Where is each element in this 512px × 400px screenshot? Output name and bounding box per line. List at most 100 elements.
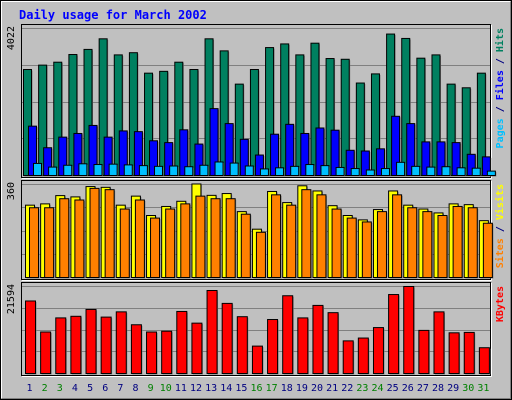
bar-hits-hits-day-12 [189, 69, 199, 176]
bar-hits-hits-day-4 [68, 54, 78, 176]
bar-hits-hits-day-27 [416, 57, 426, 176]
bar-visits-sites-day-5 [89, 187, 100, 278]
bar-hits-hits-day-7 [113, 54, 123, 176]
x-tick-label: 26 [402, 383, 414, 394]
x-tick-label: 10 [160, 383, 172, 394]
bar-hits-hits-day-2 [38, 64, 48, 176]
bar-hits-pages-day-1 [33, 162, 42, 177]
x-tick-label: 30 [462, 383, 474, 394]
bar-kbytes-kbytes-day-2 [40, 331, 52, 374]
bar-hits-hits-day-28 [431, 54, 441, 176]
bar-hits-pages-day-10 [169, 165, 179, 177]
bar-visits-sites-day-2 [44, 207, 55, 278]
bar-hits-pages-day-6 [108, 163, 118, 176]
bar-kbytes-kbytes-day-4 [70, 315, 82, 375]
panel-kbytes-legend: KBytes [495, 286, 506, 322]
bar-hits-hits-day-3 [53, 61, 63, 176]
bar-kbytes-kbytes-day-28 [433, 311, 445, 375]
x-tick-label: 18 [281, 383, 293, 394]
bar-hits-pages-day-29 [456, 167, 466, 176]
bar-kbytes-kbytes-day-20 [312, 304, 324, 375]
bar-kbytes-kbytes-day-23 [357, 337, 369, 375]
bar-hits-files-day-6 [103, 136, 113, 176]
x-tick-label: 3 [57, 383, 63, 394]
bar-hits-hits-day-29 [446, 83, 456, 176]
bar-visits-sites-day-22 [346, 217, 357, 278]
bar-hits-pages-day-5 [93, 164, 103, 177]
bar-hits-hits-day-5 [83, 48, 93, 177]
bar-hits-pages-day-27 [426, 166, 436, 176]
x-tick-label: 19 [296, 383, 308, 394]
bar-hits-files-day-12 [194, 143, 204, 176]
bar-hits-files-day-30 [466, 153, 476, 176]
bar-visits-sites-day-8 [134, 199, 145, 278]
panel-kbytes-ymax-label: 21594 [6, 284, 17, 314]
x-tick-label: 2 [42, 383, 48, 394]
bar-hits-files-day-19 [300, 132, 310, 176]
x-tick-label: 6 [102, 383, 108, 394]
bar-visits-sites-day-11 [180, 203, 191, 278]
bar-hits-pages-day-15 [244, 165, 254, 177]
bar-hits-files-day-10 [164, 142, 174, 176]
bar-hits-hits-day-31 [476, 72, 486, 176]
bar-hits-hits-day-6 [98, 38, 108, 177]
bar-kbytes-kbytes-day-22 [342, 340, 354, 374]
bar-kbytes-kbytes-day-17 [267, 319, 279, 375]
bar-visits-sites-day-26 [407, 207, 418, 278]
bar-visits-sites-day-16 [255, 231, 266, 279]
panel-visits-ymax-label: 360 [6, 182, 17, 200]
bar-hits-files-day-26 [406, 123, 416, 176]
bar-hits-files-day-24 [375, 148, 385, 176]
x-tick-label: 17 [266, 383, 278, 394]
bar-hits-hits-day-13 [204, 38, 214, 177]
x-tick-label: 25 [387, 383, 399, 394]
bar-hits-pages-day-20 [320, 165, 330, 176]
chart-panels: 4022 Pages / Files / Hits 360 Sites / Visit… [6, 24, 506, 377]
bar-kbytes-kbytes-day-5 [85, 308, 97, 375]
x-tick-label: 12 [190, 383, 202, 394]
bar-visits-sites-day-9 [150, 217, 161, 278]
x-tick-label: 31 [477, 383, 489, 394]
bar-visits-sites-day-15 [240, 213, 251, 278]
bar-kbytes-kbytes-day-18 [282, 295, 294, 374]
panel-visits-legend: Sites / Visits [494, 184, 506, 268]
bar-kbytes-kbytes-day-16 [251, 345, 263, 375]
bar-kbytes-kbytes-day-29 [448, 332, 460, 374]
bar-kbytes-kbytes-day-30 [463, 331, 475, 374]
x-tick-label: 8 [132, 383, 138, 394]
bar-kbytes-kbytes-day-27 [418, 329, 430, 375]
bar-hits-hits-day-17 [265, 47, 275, 176]
bar-kbytes-kbytes-day-3 [55, 317, 67, 374]
bar-visits-sites-day-21 [331, 208, 342, 279]
panel-hits-legend-part: / [495, 52, 506, 70]
bar-hits-hits-day-24 [370, 73, 380, 176]
bar-kbytes-kbytes-day-11 [176, 310, 188, 374]
panel-hits: 4022 Pages / Files / Hits [6, 24, 506, 179]
bar-kbytes-kbytes-day-25 [388, 294, 400, 375]
bar-visits-sites-day-3 [59, 198, 70, 278]
bar-kbytes-kbytes-day-15 [236, 316, 248, 375]
bar-hits-files-day-2 [43, 147, 53, 177]
bar-hits-hits-day-16 [249, 69, 259, 176]
bar-visits-sites-day-14 [225, 198, 236, 278]
bar-hits-pages-day-7 [123, 164, 133, 177]
panel-visits-legend-part: / [495, 220, 506, 238]
bar-hits-pages-day-26 [411, 165, 421, 176]
bar-hits-files-day-1 [28, 125, 37, 176]
x-tick-label: 1 [27, 383, 33, 394]
bar-hits-files-day-28 [436, 141, 446, 176]
bar-visits-sites-day-18 [286, 204, 297, 279]
panel-visits-legend-part: Sites [494, 238, 506, 268]
bar-hits-files-day-4 [73, 132, 83, 176]
bar-kbytes-kbytes-day-7 [115, 311, 127, 375]
bar-visits-sites-day-19 [301, 189, 312, 279]
bar-hits-pages-day-18 [290, 165, 300, 176]
panel-visits-legend-part: Visits [494, 184, 506, 220]
bar-kbytes-kbytes-day-9 [146, 331, 158, 374]
x-tick-label: 20 [311, 383, 323, 394]
bar-hits-hits-day-10 [159, 70, 169, 176]
bar-hits-files-day-23 [360, 150, 370, 176]
bar-visits-sites-day-1 [29, 207, 39, 278]
